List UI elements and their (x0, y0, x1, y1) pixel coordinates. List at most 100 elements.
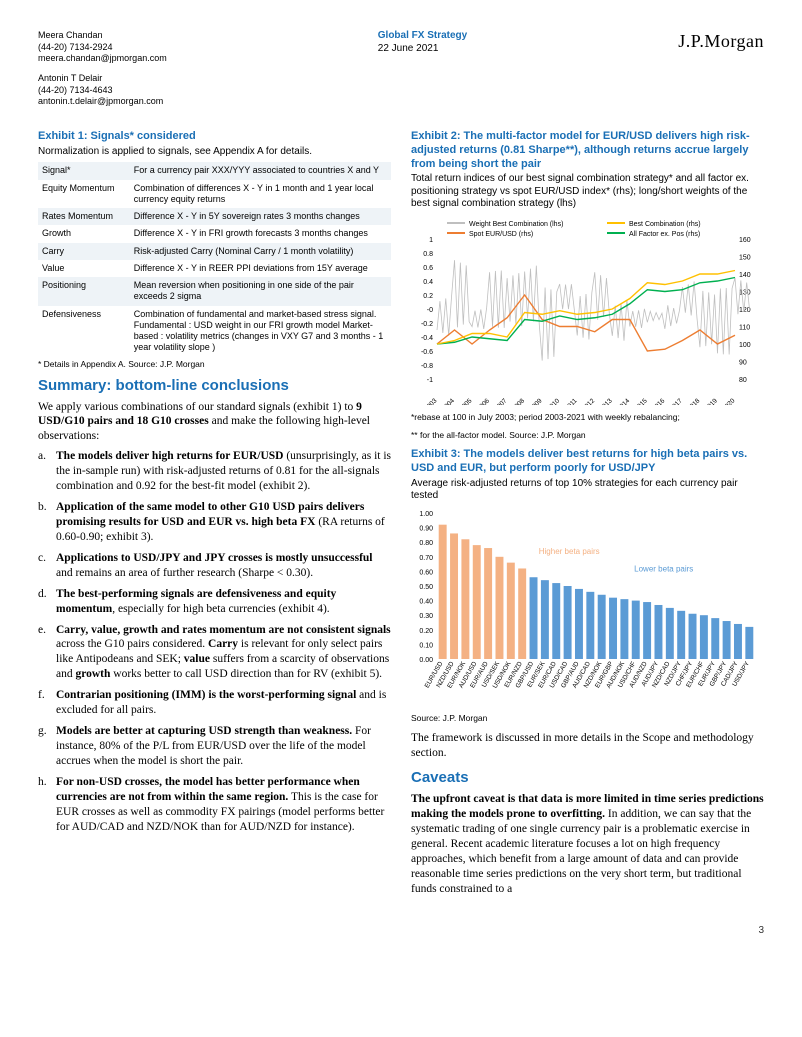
doc-title: Global FX Strategy (378, 30, 467, 43)
svg-text:2010: 2010 (546, 397, 561, 405)
doc-date: 22 June 2021 (378, 43, 467, 56)
summary-intro: We apply various combinations of our sta… (38, 400, 391, 443)
signal-desc: Mean reversion when positioning in one s… (130, 277, 391, 306)
doc-meta: Global FX Strategy 22 June 2021 (378, 30, 467, 116)
signal-desc: Risk-adjusted Carry (Nominal Carry / 1 m… (130, 243, 391, 260)
svg-text:0.30: 0.30 (419, 613, 433, 620)
svg-text:2017: 2017 (669, 397, 684, 405)
svg-text:0.80: 0.80 (419, 540, 433, 547)
caveats-text: The upfront caveat is that data is more … (411, 792, 764, 897)
right-column: Exhibit 2: The multi-factor model for EU… (411, 130, 764, 905)
summary-item: h.For non-USD crosses, the model has bet… (38, 775, 391, 835)
svg-text:All Factor ex. Pos (rhs): All Factor ex. Pos (rhs) (629, 231, 700, 238)
left-column: Exhibit 1: Signals* considered Normaliza… (38, 130, 391, 905)
svg-text:2005: 2005 (458, 397, 473, 405)
summary-item: d.The best-performing signals are defens… (38, 587, 391, 617)
svg-text:160: 160 (739, 237, 751, 244)
svg-text:0.20: 0.20 (419, 627, 433, 634)
analyst-email: meera.chandan@jpmorgan.com (38, 53, 167, 65)
svg-text:0.50: 0.50 (419, 584, 433, 591)
svg-text:Lower beta pairs: Lower beta pairs (634, 564, 693, 573)
svg-text:2015: 2015 (634, 397, 649, 405)
page-header: Meera Chandan (44-20) 7134-2924 meera.ch… (38, 30, 764, 116)
exhibit3-chart: 0.00 0.10 0.20 0.30 0.40 0.50 0.60 0.70 0.80 0.90… (411, 507, 764, 712)
svg-text:2004: 2004 (441, 397, 456, 405)
svg-text:2018: 2018 (686, 397, 701, 405)
svg-text:2013: 2013 (599, 397, 614, 405)
svg-text:0.4: 0.4 (423, 279, 433, 286)
svg-text:-0.4: -0.4 (421, 335, 433, 342)
signal-name: Signal* (38, 162, 130, 179)
svg-text:2019: 2019 (704, 397, 719, 405)
signal-desc: Difference X - Y in 5Y sovereign rates 3… (130, 208, 391, 225)
signal-desc: Combination of differences X - Y in 1 mo… (130, 180, 391, 209)
svg-text:0.8: 0.8 (423, 251, 433, 258)
signal-desc: Difference X - Y in REER PPI deviations … (130, 260, 391, 277)
svg-text:100: 100 (739, 342, 751, 349)
svg-text:-1: -1 (427, 377, 433, 384)
exhibit1-title: Exhibit 1: Signals* considered (38, 130, 391, 144)
analyst-email: antonin.t.delair@jpmorgan.com (38, 96, 167, 108)
signal-name: Growth (38, 225, 130, 242)
svg-text:-0.2: -0.2 (421, 321, 433, 328)
svg-text:0.6: 0.6 (423, 265, 433, 272)
summary-item: c.Applications to USD/JPY and JPY crosse… (38, 551, 391, 581)
exhibit2-title: Exhibit 2: The multi-factor model for EU… (411, 130, 764, 171)
exhibit3-source: Source: J.P. Morgan (411, 713, 764, 723)
svg-text:2020: 2020 (721, 397, 736, 405)
analyst-phone: (44-20) 7134-2924 (38, 42, 167, 54)
svg-text:0.70: 0.70 (419, 554, 433, 561)
signals-table: Signal*For a currency pair XXX/YYY assoc… (38, 162, 391, 356)
summary-item: f.Contrarian positioning (IMM) is the wo… (38, 688, 391, 718)
summary-list: a.The models deliver high returns for EU… (38, 449, 391, 835)
svg-text:2008: 2008 (511, 397, 526, 405)
exhibit3-title: Exhibit 3: The models deliver best retur… (411, 448, 764, 476)
analyst-name: Antonin T Delair (38, 73, 167, 85)
signal-desc: Difference X - Y in FRI growth forecasts… (130, 225, 391, 242)
svg-text:0.90: 0.90 (419, 525, 433, 532)
summary-item: a.The models deliver high returns for EU… (38, 449, 391, 494)
svg-text:140: 140 (739, 272, 751, 279)
jpmorgan-logo: J.P.Morgan (678, 30, 764, 116)
svg-text:90: 90 (739, 359, 747, 366)
signal-name: Rates Momentum (38, 208, 130, 225)
exhibit3-sub: Average risk-adjusted returns of top 10%… (411, 478, 764, 503)
signal-name: Positioning (38, 277, 130, 306)
svg-text:2016: 2016 (651, 397, 666, 405)
exhibit2-sub: Total return indices of our best signal … (411, 173, 764, 211)
svg-text:2014: 2014 (616, 397, 631, 405)
analyst-phone: (44-20) 7134-4643 (38, 85, 167, 97)
svg-text:2007: 2007 (493, 397, 508, 405)
svg-text:Weight Best Combination (lhs): Weight Best Combination (lhs) (469, 221, 563, 228)
svg-text:-0.8: -0.8 (421, 363, 433, 370)
svg-text:2011: 2011 (564, 397, 579, 405)
signal-name: Carry (38, 243, 130, 260)
svg-text:0.10: 0.10 (419, 642, 433, 649)
page-number: 3 (38, 925, 764, 938)
svg-text:2009: 2009 (528, 397, 543, 405)
exhibit2-note1: *rebase at 100 in July 2003; period 2003… (411, 412, 764, 422)
svg-text:2003: 2003 (423, 397, 438, 405)
signal-name: Value (38, 260, 130, 277)
signal-name: Defensiveness (38, 306, 130, 357)
svg-text:2012: 2012 (581, 397, 596, 405)
svg-text:0.00: 0.00 (419, 657, 433, 664)
svg-text:2006: 2006 (476, 397, 491, 405)
exhibit2-note2: ** for the all-factor model. Source: J.P… (411, 430, 764, 440)
svg-text:0.40: 0.40 (419, 598, 433, 605)
svg-text:Higher beta pairs: Higher beta pairs (539, 546, 600, 555)
svg-text:-0.6: -0.6 (421, 349, 433, 356)
exhibit1-sub: Normalization is applied to signals, see… (38, 146, 391, 159)
caveats-heading: Caveats (411, 769, 764, 788)
svg-text:0.60: 0.60 (419, 569, 433, 576)
svg-text:130: 130 (739, 289, 751, 296)
svg-text:80: 80 (739, 377, 747, 384)
analyst-name: Meera Chandan (38, 30, 167, 42)
svg-text:1: 1 (429, 237, 433, 244)
summary-item: g.Models are better at capturing USD str… (38, 724, 391, 769)
svg-text:1.00: 1.00 (419, 511, 433, 518)
exhibit2-chart: Weight Best Combination (lhs)Best Combin… (411, 215, 764, 410)
exhibit1-footnote: * Details in Appendix A. Source: J.P. Mo… (38, 359, 391, 370)
summary-heading: Summary: bottom-line conclusions (38, 377, 391, 396)
svg-text:Spot EUR/USD (rhs): Spot EUR/USD (rhs) (469, 231, 533, 238)
